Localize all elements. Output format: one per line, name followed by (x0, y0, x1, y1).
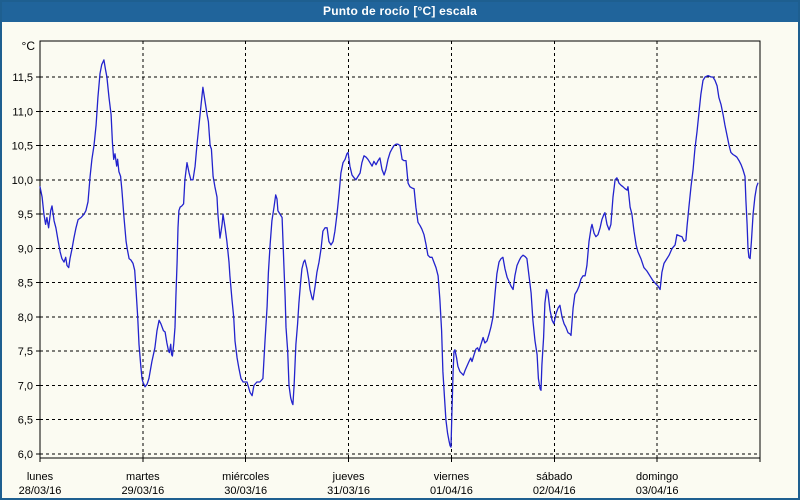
dewpoint-series-line (39, 59, 759, 448)
plot-frame (39, 40, 761, 459)
x-date-label: 30/03/16 (224, 485, 267, 497)
x-date-label: 02/04/16 (533, 485, 576, 497)
x-axis-labels: lunes 28/03/16 martes 29/03/16 miércoles 30/0… (19, 471, 679, 497)
x-day-label: sábado (536, 471, 572, 483)
y-axis-labels: 11,5 11,0 10,5 10,0 9,5 9,0 8,5 8,0 7,5 7,0 6,5 6,0 (12, 72, 33, 461)
x-date-label: 31/03/16 (327, 485, 370, 497)
y-tick-label: 7,5 (18, 346, 33, 358)
gridlines (40, 41, 760, 458)
x-day-label: miércoles (222, 471, 270, 483)
window-title: Punto de rocío [°C] escala (322, 4, 478, 18)
y-tick-label: 11,0 (12, 106, 33, 118)
y-tick-label: 10,5 (12, 141, 33, 153)
y-tick-label: 7,0 (18, 380, 33, 392)
y-tick-label: 9,5 (18, 209, 33, 221)
y-tick-label: 6,0 (18, 449, 33, 461)
x-day-label: domingo (636, 471, 678, 483)
x-day-label: viernes (434, 471, 470, 483)
axes (36, 40, 761, 462)
x-date-label: 03/04/16 (636, 485, 679, 497)
y-tick-label: 9,0 (18, 243, 33, 255)
x-day-label: martes (126, 471, 160, 483)
x-date-label: 28/03/16 (19, 485, 62, 497)
window-titlebar[interactable]: Punto de rocío [°C] escala (0, 0, 800, 22)
y-axis-unit-label: °C (22, 39, 36, 53)
y-tick-label: 11,5 (12, 72, 33, 84)
x-day-label: lunes (27, 471, 54, 483)
x-date-label: 01/04/16 (430, 485, 473, 497)
y-tick-label: 10,0 (12, 175, 33, 187)
y-tick-label: 8,0 (18, 312, 33, 324)
y-tick-label: 6,5 (18, 415, 33, 427)
y-tick-label: 8,5 (18, 278, 33, 290)
x-date-label: 29/03/16 (121, 485, 164, 497)
x-day-label: jueves (332, 471, 365, 483)
